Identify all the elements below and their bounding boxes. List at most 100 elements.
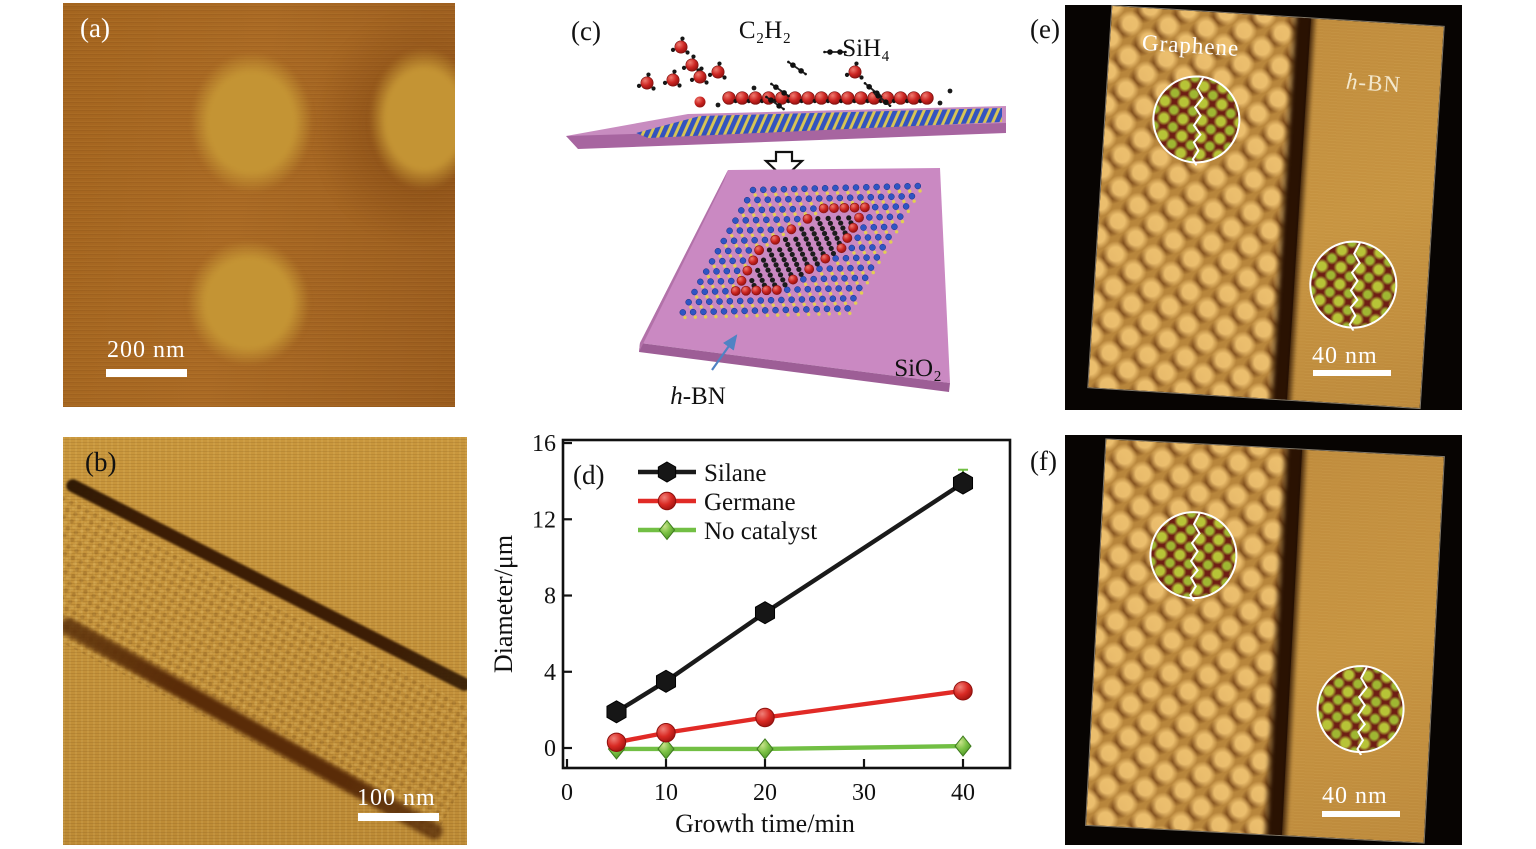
n-atom [811, 185, 819, 192]
n-atom [841, 275, 848, 282]
y-tick-label: 0 [544, 736, 556, 762]
h-atom [691, 54, 696, 59]
b-atom [852, 251, 856, 255]
n-atom [726, 227, 733, 235]
b-atom [824, 282, 828, 286]
top-slab-edge [566, 123, 1006, 149]
b-atom [740, 304, 745, 308]
n-atom [810, 205, 817, 212]
b-atom [889, 240, 893, 244]
b-atom [808, 292, 812, 296]
n-atom [845, 285, 853, 292]
h-atom [670, 47, 676, 53]
si-ring-atom [802, 213, 813, 224]
b-atom [906, 209, 911, 214]
c-atom [818, 246, 824, 252]
b-atom [786, 313, 790, 317]
chain-si-atom [722, 91, 736, 105]
n-atom [741, 307, 748, 315]
b-atom [771, 303, 775, 307]
b-atom [794, 192, 799, 196]
sih4-molecule [670, 36, 690, 55]
axis-box [561, 438, 1012, 770]
b-atom [846, 261, 850, 265]
b-atom [900, 219, 905, 224]
c-atom [799, 251, 806, 257]
bottom-slab-left-edge [639, 170, 728, 352]
chain-si-atom [827, 91, 842, 105]
n-atom [842, 254, 850, 262]
n-atom [728, 277, 735, 285]
c-atom [789, 251, 795, 258]
panel-e-scalebar-text: 40 nm [1312, 343, 1378, 369]
panel-a-afm-image: (a) 200 nm [63, 3, 455, 407]
c-atom [808, 246, 814, 252]
panel-b-scalebar [358, 813, 439, 821]
n-atom [742, 217, 749, 224]
n-atom [801, 185, 808, 192]
c-atom [776, 103, 782, 109]
n-atom [783, 286, 791, 293]
panel-c-label: (c) [571, 16, 601, 46]
n-atom [761, 236, 769, 244]
c-atom [835, 215, 842, 221]
h-atom [863, 81, 867, 85]
n-atom [772, 306, 779, 314]
b-atom [714, 314, 718, 319]
n-atom [751, 307, 759, 314]
b-atom [783, 212, 787, 217]
n-atom [767, 226, 775, 234]
c-atom [799, 226, 805, 232]
c-atom [821, 230, 828, 237]
sih4-molecule [689, 66, 709, 85]
n-atom [702, 268, 710, 275]
si-ring-atom [730, 286, 741, 296]
n-atom [816, 195, 823, 202]
n-atom [720, 308, 728, 315]
carbon-silicon-chain [694, 85, 953, 108]
c-atom [824, 235, 830, 242]
b-atom [734, 314, 739, 318]
zigzag-boundary-line [1348, 242, 1361, 332]
c-atom [771, 257, 777, 263]
c-atom [794, 261, 800, 267]
n-atom [897, 213, 904, 220]
n-atom [853, 254, 860, 262]
b-atom [887, 190, 891, 194]
n-atom [798, 296, 806, 303]
panel-d-label: (d) [573, 460, 604, 490]
data-point-hexagon [655, 669, 677, 693]
b-atom [778, 202, 782, 207]
n-atom [867, 193, 874, 201]
x-tick-label: 30 [852, 780, 876, 806]
b-atom [745, 314, 749, 318]
si-ring-atom [854, 212, 864, 223]
n-atom [914, 182, 922, 190]
graphene-island-3 [369, 48, 455, 190]
n-atom [857, 194, 864, 201]
b-atom [812, 302, 817, 306]
si-ring-atom [761, 285, 772, 296]
c-atom [827, 49, 833, 55]
n-atom [799, 205, 807, 213]
n-atom [741, 237, 748, 244]
n-atom [821, 185, 829, 192]
zigzag-boundary-line [1356, 666, 1368, 756]
b-atom [858, 241, 862, 245]
si-ring-atom [836, 243, 847, 254]
n-atom [774, 196, 782, 203]
n-atom [767, 296, 775, 304]
n-atom [864, 234, 872, 241]
panel-c-schematic: (c) C₂H₂ SiH₄ h-BN SiO₂ [566, 16, 1006, 410]
b-atom [765, 313, 770, 318]
n-atom [732, 217, 739, 224]
n-atom [768, 206, 776, 213]
n-atom [883, 183, 891, 190]
c-atom [838, 220, 844, 226]
b-atom [837, 311, 842, 316]
n-atom [871, 203, 879, 211]
n-atom [886, 213, 894, 221]
b-atom [803, 282, 808, 286]
n-atom [778, 296, 785, 304]
top-slab [566, 106, 1006, 149]
